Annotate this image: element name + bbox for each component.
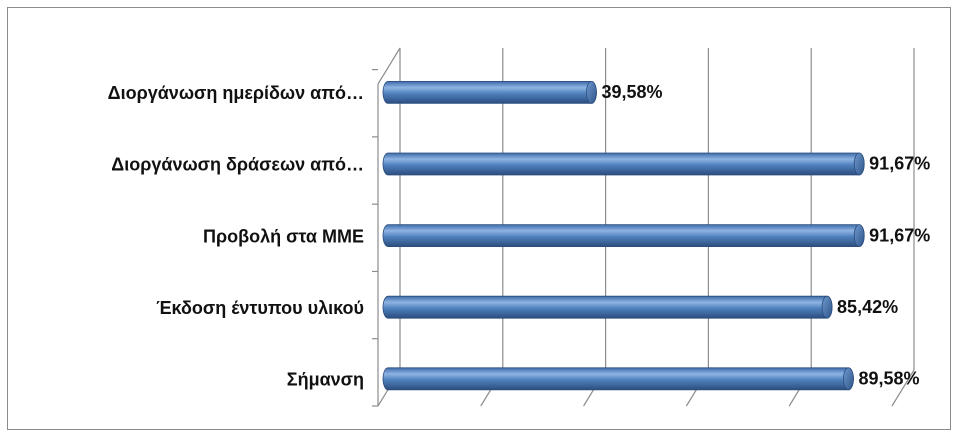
- bar: [382, 80, 597, 104]
- bar: [382, 224, 865, 247]
- bar-cap: [586, 80, 597, 104]
- wall-edge: [377, 47, 401, 85]
- value-label: 91,67%: [869, 154, 930, 174]
- value-label: 91,67%: [869, 225, 930, 245]
- bar: [382, 367, 854, 391]
- category-label: Διοργάνωση δράσεων από…: [111, 155, 364, 175]
- category-label: Διοργάνωση ημερίδων από…: [108, 83, 364, 103]
- value-label: 89,58%: [858, 369, 919, 389]
- bars: [382, 80, 865, 391]
- gridline-floor: [891, 369, 915, 407]
- bar-cap: [843, 367, 854, 391]
- chart-frame: [7, 7, 951, 430]
- bar-cap: [853, 224, 865, 247]
- category-axis: [372, 68, 379, 407]
- category-label: Έκδοση έντυπου υλικού: [156, 298, 364, 318]
- bar: [382, 152, 865, 176]
- labels: 39,58% Διοργάνωση ημερίδων από… 91,67% Διορ…: [108, 82, 931, 389]
- category-label: Σήμανση: [287, 370, 364, 390]
- bar-cap: [821, 295, 833, 319]
- bar: [382, 295, 833, 319]
- value-label: 39,58%: [601, 82, 662, 102]
- value-label: 85,42%: [837, 297, 898, 317]
- category-label: Προβολή στα ΜΜΕ: [203, 226, 364, 246]
- bar-cap: [853, 152, 865, 176]
